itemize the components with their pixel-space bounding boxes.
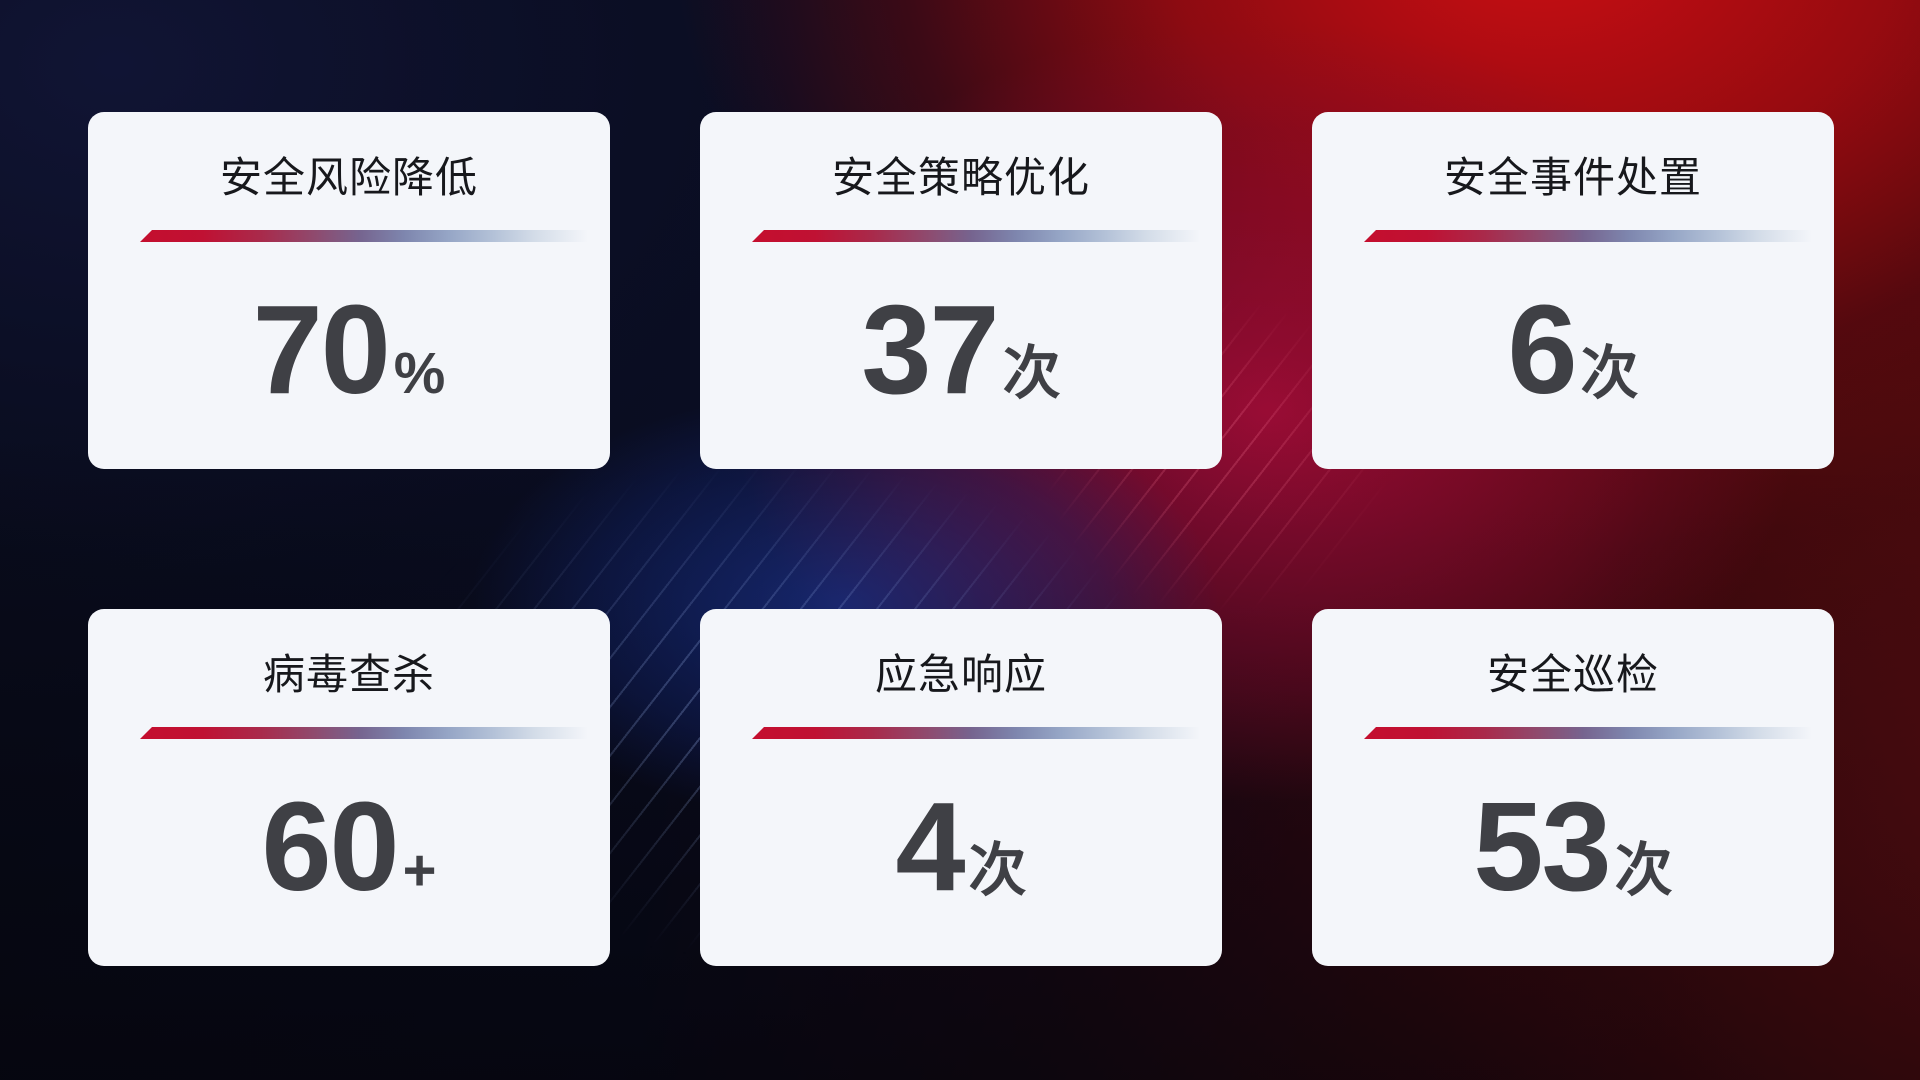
stat-card-security-inspection: 安全巡检 53 次 [1312,609,1834,966]
gradient-divider [140,230,588,242]
stat-value-unit: 次 [1580,341,1639,406]
stat-value-number: 37 [861,279,999,420]
stat-value-number: 70 [252,279,391,420]
stat-card-security-risk-reduction: 安全风险降低 70 % [88,112,610,469]
stat-card-title: 安全风险降低 [219,154,478,201]
stat-card-value: 37 次 [700,279,1222,420]
stat-value-unit: 次 [968,838,1027,903]
stat-card-title: 应急响应 [874,651,1047,698]
stat-card-value: 6 次 [1312,279,1834,420]
gradient-divider [752,727,1200,739]
stat-card-emergency-response: 应急响应 4 次 [700,609,1222,966]
stat-value-unit: % [393,341,446,406]
gradient-divider [1364,230,1812,242]
stat-card-value: 70 % [88,279,610,420]
stat-value-number: 6 [1507,279,1577,420]
stat-card-value: 53 次 [1312,776,1834,917]
gradient-divider [140,727,588,739]
stat-card-value: 60 + [88,776,610,917]
stat-card-title: 安全策略优化 [831,154,1090,201]
stats-grid: 安全风险降低 70 % 安全策略优化 37 次 安全事件处置 6 次 病毒查 [88,112,1834,966]
stat-card-title: 病毒查杀 [262,651,435,698]
stat-card-virus-scan: 病毒查杀 60 + [88,609,610,966]
stat-value-number: 60 [261,776,399,917]
stat-card-value: 4 次 [700,776,1222,917]
gradient-divider [1364,727,1812,739]
gradient-divider [752,230,1200,242]
stat-value-number: 4 [895,776,965,917]
stat-card-title: 安全巡检 [1486,651,1659,698]
stat-card-title: 安全事件处置 [1443,154,1702,201]
stat-value-unit: 次 [1002,341,1061,406]
stat-card-security-policy-optimization: 安全策略优化 37 次 [700,112,1222,469]
stat-value-unit: + [402,838,437,903]
stat-value-number: 53 [1473,776,1611,917]
stat-card-security-incident-handling: 安全事件处置 6 次 [1312,112,1834,469]
stat-value-unit: 次 [1614,838,1673,903]
